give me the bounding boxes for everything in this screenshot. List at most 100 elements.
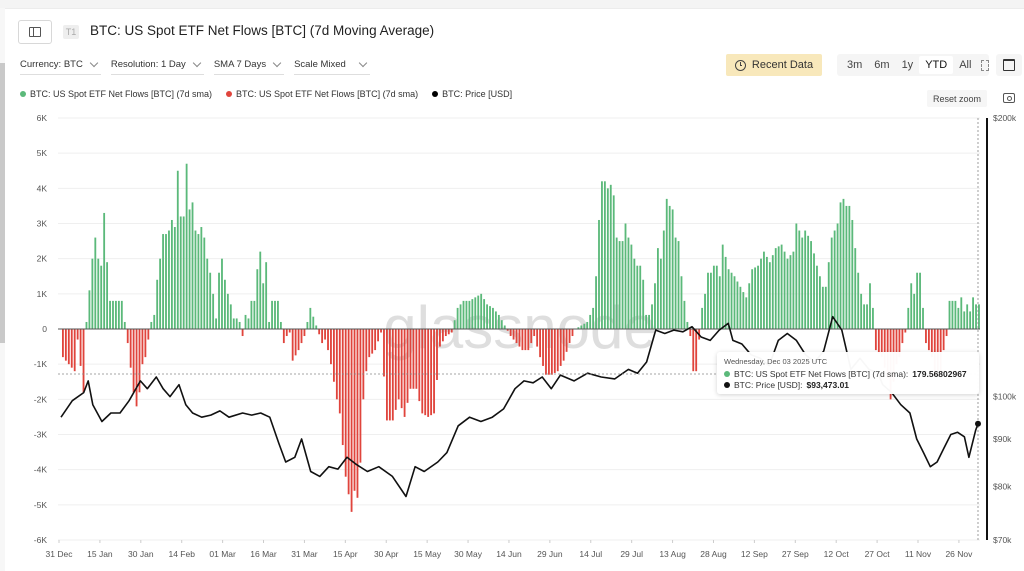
range-3m[interactable]: 3m: [847, 59, 863, 71]
inflow-bar: [630, 244, 633, 329]
inflow-bar: [839, 202, 842, 329]
legend-item-price[interactable]: BTC: Price [USD]: [432, 89, 512, 99]
inflow-bar: [636, 265, 639, 329]
inflow-bar: [615, 237, 618, 329]
inflow-bar: [730, 272, 733, 329]
inflow-bar: [601, 181, 603, 329]
outflow-bar: [371, 329, 374, 354]
recent-data-label: Recent Data: [751, 59, 814, 71]
watermark-logo: glassnode: [383, 294, 657, 361]
currency-dropdown[interactable]: Currency: BTC: [20, 58, 101, 75]
inflow-bar: [680, 276, 683, 329]
inflow-bar: [860, 293, 863, 329]
resolution-dropdown[interactable]: Resolution: 1 Day: [110, 58, 204, 75]
outflow-bar: [527, 329, 530, 351]
outflow-bar: [394, 329, 397, 410]
legend-item-outflows[interactable]: BTC: US Spot ETF Net Flows [BTC] (7d sma…: [226, 89, 418, 99]
outflow-bar: [933, 329, 936, 375]
reset-zoom-button[interactable]: Reset zoom: [927, 90, 987, 107]
inflow-bar: [972, 297, 974, 329]
outflow-bar: [571, 329, 574, 337]
inflow-bar: [842, 198, 845, 329]
scrollbar-track[interactable]: [0, 8, 5, 571]
inflow-bar: [910, 283, 913, 329]
inflow-bar: [179, 216, 182, 329]
inflow-bar: [609, 184, 612, 329]
inflow-bar: [117, 300, 120, 329]
inflow-bar: [592, 307, 595, 329]
y-left-tick-label: -2K: [34, 394, 48, 404]
range-1y[interactable]: 1y: [901, 59, 914, 71]
inflow-bar: [683, 300, 686, 329]
legend-item-inflows[interactable]: BTC: US Spot ETF Net Flows [BTC] (7d sma…: [20, 89, 212, 99]
outflow-bar: [427, 329, 430, 417]
page-title: BTC: US Spot ETF Net Flows [BTC] (7d Mov…: [90, 23, 435, 38]
outflow-bar: [294, 329, 297, 356]
tooltip-price-row: BTC: Price [USD]: $93,473.01: [724, 380, 849, 390]
inflow-bar: [848, 205, 851, 329]
inflow-bar: [494, 311, 497, 329]
y-left-tick-label: 3K: [37, 219, 48, 229]
outflow-bar: [64, 329, 67, 361]
inflow-bar: [168, 230, 170, 329]
camera-icon[interactable]: [1003, 93, 1015, 103]
inflow-bar: [966, 304, 969, 329]
scale-dropdown[interactable]: Scale Mixed: [294, 58, 370, 75]
resolution-label: Resolution: 1 Day: [110, 59, 186, 70]
outflow-bar: [386, 329, 388, 421]
inflow-bar: [792, 251, 795, 329]
range-6m[interactable]: 6m: [874, 59, 890, 71]
inflow-bar: [235, 318, 238, 329]
inflow-bar: [659, 258, 662, 329]
inflow-bar: [645, 314, 648, 329]
outflow-bar: [368, 329, 371, 358]
inflow-bar: [503, 325, 506, 329]
date-picker-button[interactable]: [996, 54, 1022, 76]
x-tick-label: 15 Apr: [333, 549, 358, 559]
outflow-bar: [79, 329, 82, 366]
inflow-bar: [651, 304, 653, 329]
inflow-bar: [654, 283, 656, 329]
inflow-bar: [486, 304, 488, 329]
scrollbar-thumb[interactable]: [0, 63, 5, 343]
outflow-bar: [904, 329, 907, 333]
outflow-bar: [391, 329, 394, 421]
inflow-bar: [221, 258, 223, 329]
inflow-bar: [459, 304, 462, 329]
outflow-bar: [439, 329, 441, 347]
browser-top-strip: [0, 0, 1024, 9]
range-all[interactable]: All: [959, 59, 972, 71]
zoom-select-icon[interactable]: [981, 59, 989, 71]
toggle-sidebar-button[interactable]: [18, 20, 52, 44]
outflow-bar: [359, 329, 362, 463]
legend-label: BTC: US Spot ETF Net Flows [BTC] (7d sma…: [236, 89, 419, 99]
y-left-tick-label: -4K: [34, 465, 48, 475]
y-left-tick-label: -5K: [34, 500, 48, 510]
inflow-bar: [733, 276, 736, 329]
x-tick-label: 01 Mar: [209, 549, 236, 559]
y-right-tick-label: $70k: [993, 535, 1012, 545]
x-tick-label: 14 Feb: [168, 549, 195, 559]
recent-data-button[interactable]: Recent Data: [726, 54, 822, 76]
inflow-bar: [748, 283, 751, 329]
inflow-bar: [624, 223, 627, 329]
outflow-bar: [406, 329, 409, 403]
inflow-bar: [872, 307, 874, 329]
outflow-bar: [147, 329, 150, 340]
sma-dropdown[interactable]: SMA 7 Days: [213, 58, 285, 75]
outflow-bar: [73, 329, 76, 372]
inflow-bar: [854, 248, 857, 329]
outflow-bar: [433, 329, 435, 414]
outflow-bar: [880, 329, 883, 358]
outflow-bar: [362, 329, 365, 400]
inflow-bar: [465, 300, 468, 329]
inflow-bar: [763, 251, 765, 329]
x-axis-ticks: 31 Dec 15 Jan 30 Jan 14 Feb 01 Mar 16 Mar 31 M…: [46, 540, 973, 559]
outflow-bar: [324, 329, 326, 340]
y-left-tick-label: 4K: [37, 183, 48, 193]
range-ytd[interactable]: YTD: [919, 56, 954, 74]
legend-dot-green: [20, 91, 26, 97]
inflow-bar: [271, 300, 273, 329]
inflow-bar: [665, 198, 668, 329]
